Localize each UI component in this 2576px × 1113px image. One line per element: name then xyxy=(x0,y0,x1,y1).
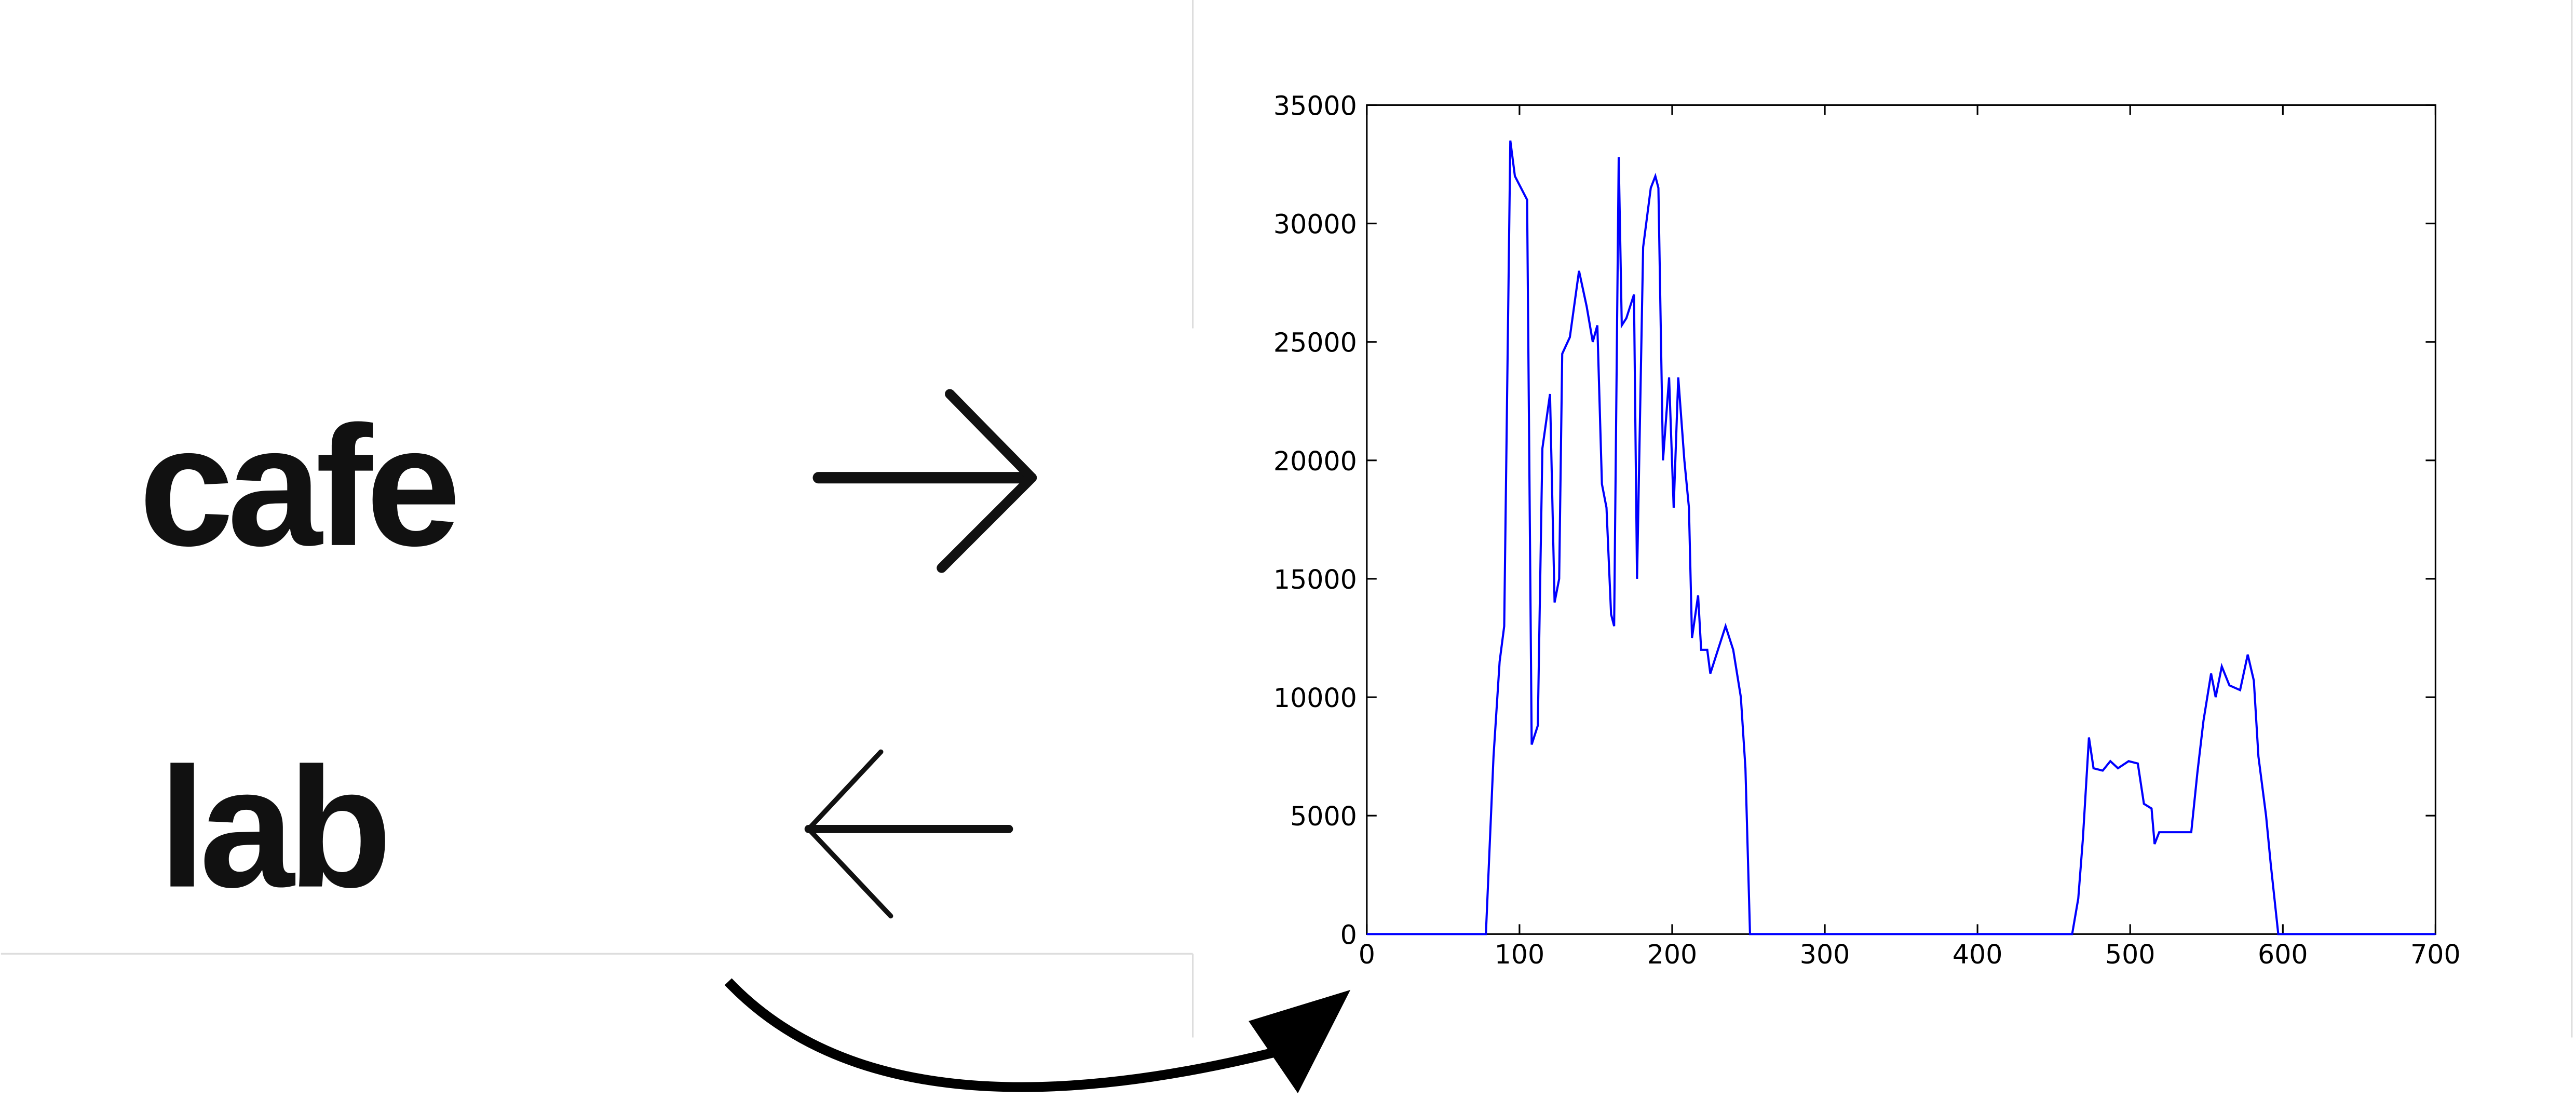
y-tick-label: 30000 xyxy=(1273,209,1357,239)
arrow-left xyxy=(804,749,1013,919)
arrow-right xyxy=(812,389,1037,573)
y-tick-label: 5000 xyxy=(1290,801,1357,832)
x-tick-label: 100 xyxy=(1495,939,1545,970)
x-tick-label: 500 xyxy=(2105,939,2155,970)
x-tick-label: 400 xyxy=(1953,939,2003,970)
x-tick-label: 300 xyxy=(1800,939,1850,970)
y-tick-label: 0 xyxy=(1340,919,1357,950)
y-tick-label: 35000 xyxy=(1273,90,1357,121)
curved-arrow xyxy=(724,978,1283,1092)
x-tick-label: 0 xyxy=(1359,939,1375,970)
y-tick-label: 10000 xyxy=(1273,683,1357,713)
y-tick-label: 15000 xyxy=(1273,564,1357,595)
word: cafe xyxy=(139,390,456,581)
data-line xyxy=(1366,140,2436,935)
curved-arrow-head xyxy=(1249,989,1351,1094)
word: lab xyxy=(158,732,386,923)
x-tick-label: 700 xyxy=(2410,939,2461,970)
x-tick-label: 200 xyxy=(1647,939,1698,970)
y-tick-label: 20000 xyxy=(1273,446,1357,477)
y-tick-label: 25000 xyxy=(1273,328,1357,358)
x-tick-label: 600 xyxy=(2258,939,2308,970)
